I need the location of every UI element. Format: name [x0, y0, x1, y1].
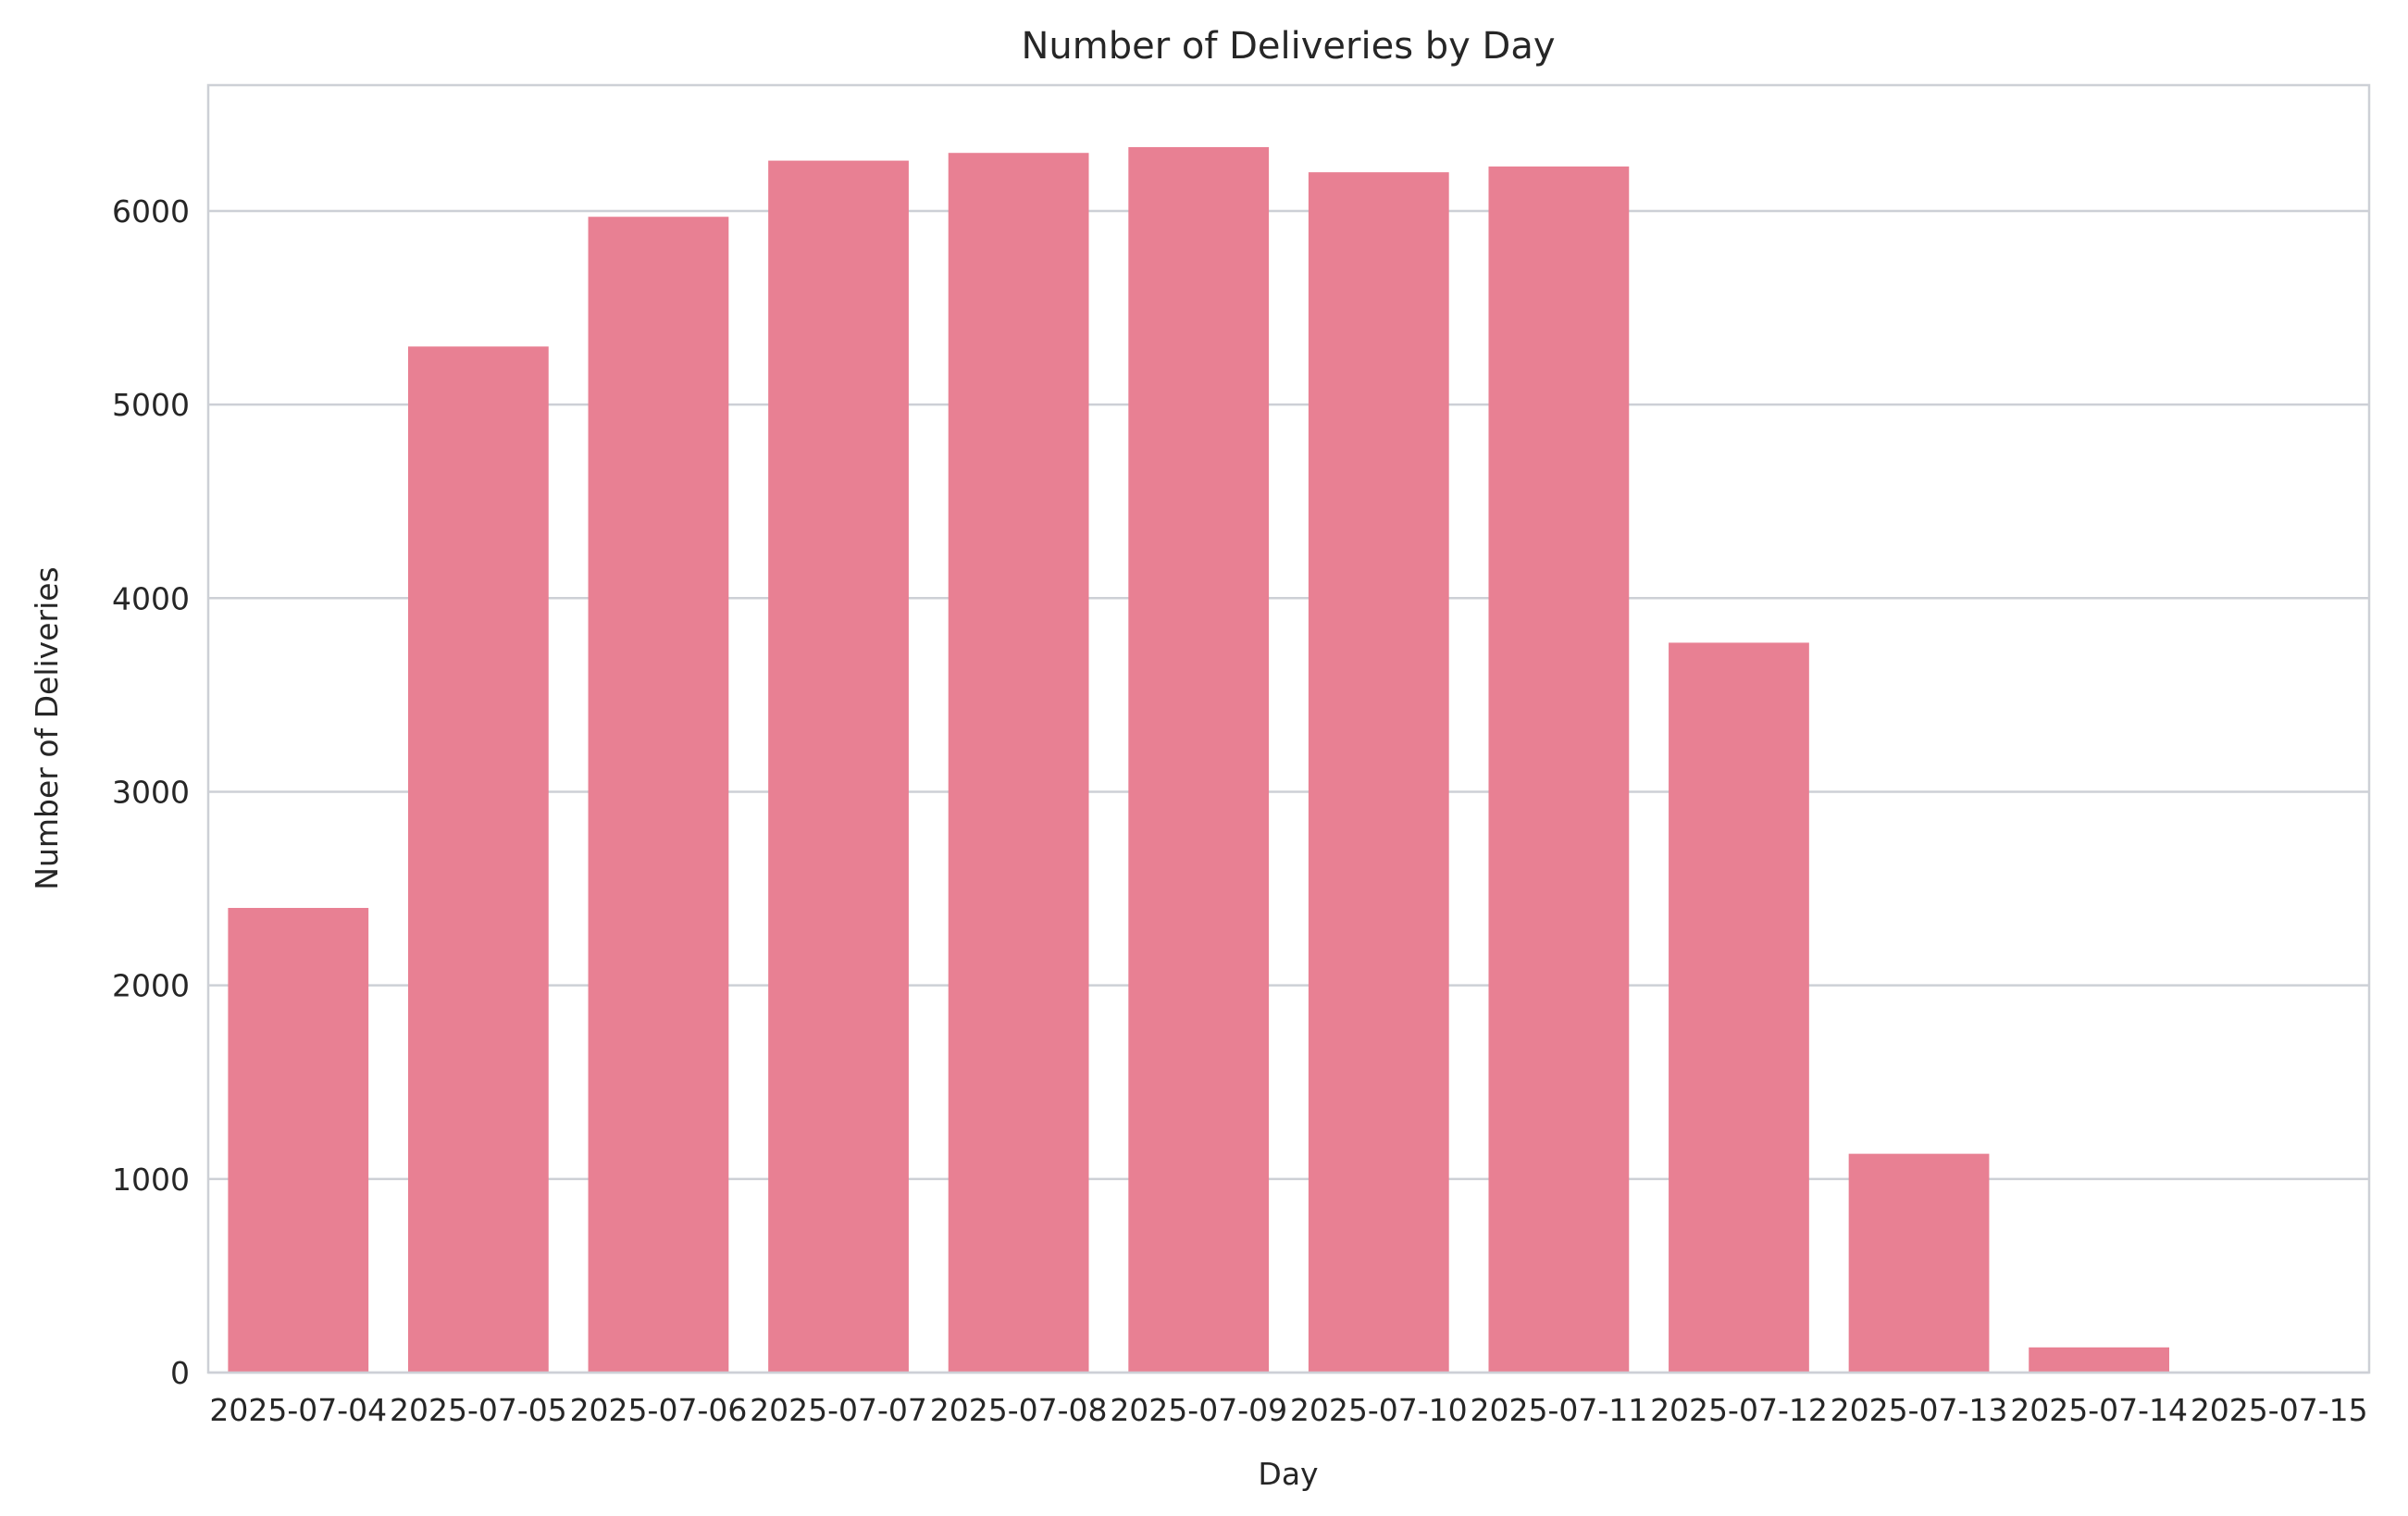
bar: [1848, 1153, 1990, 1373]
x-tick-label: 2025-07-13: [1831, 1392, 2008, 1428]
y-tick-label: 5000: [112, 387, 190, 423]
bar: [228, 907, 369, 1373]
chart-title: Number of Deliveries by Day: [1021, 25, 1555, 68]
y-tick-label: 6000: [112, 193, 190, 230]
x-tick-label: 2025-07-12: [1650, 1392, 1828, 1428]
bar: [948, 153, 1089, 1373]
x-tick-label: 2025-07-04: [209, 1392, 387, 1428]
x-tick-label: 2025-07-06: [570, 1392, 748, 1428]
bar: [407, 346, 549, 1373]
x-tick-label: 2025-07-08: [930, 1392, 1108, 1428]
x-tick-label: 2025-07-15: [2191, 1392, 2368, 1428]
y-tick-label: 0: [170, 1355, 190, 1391]
x-tick-label: 2025-07-10: [1290, 1392, 1468, 1428]
x-axis-label: Day: [1258, 1456, 1318, 1492]
bar: [768, 160, 909, 1373]
bar: [2029, 1347, 2170, 1373]
bar: [1308, 172, 1449, 1373]
y-tick-label: 2000: [112, 968, 190, 1004]
x-axis-ticks: 2025-07-04 2025-07-05 2025-07-06 2025-07-07…: [209, 1392, 2367, 1428]
y-tick-label: 1000: [112, 1162, 190, 1198]
bars: [228, 146, 2170, 1373]
bar: [1128, 146, 1270, 1373]
bar: [1488, 166, 1630, 1373]
plot-frame: [206, 83, 2371, 1374]
y-axis-label: Number of Deliveries: [29, 566, 65, 889]
y-tick-label: 3000: [112, 774, 190, 810]
bar: [1669, 642, 1809, 1373]
x-tick-label: 2025-07-11: [1470, 1392, 1647, 1428]
y-tick-label: 4000: [112, 580, 190, 616]
bar: [588, 217, 729, 1373]
x-tick-label: 2025-07-05: [390, 1392, 567, 1428]
y-axis-ticks: 0 1000 2000 3000 4000 5000 6000: [112, 193, 190, 1391]
x-tick-label: 2025-07-14: [2010, 1392, 2188, 1428]
x-tick-label: 2025-07-09: [1110, 1392, 1287, 1428]
x-tick-label: 2025-07-07: [750, 1392, 927, 1428]
